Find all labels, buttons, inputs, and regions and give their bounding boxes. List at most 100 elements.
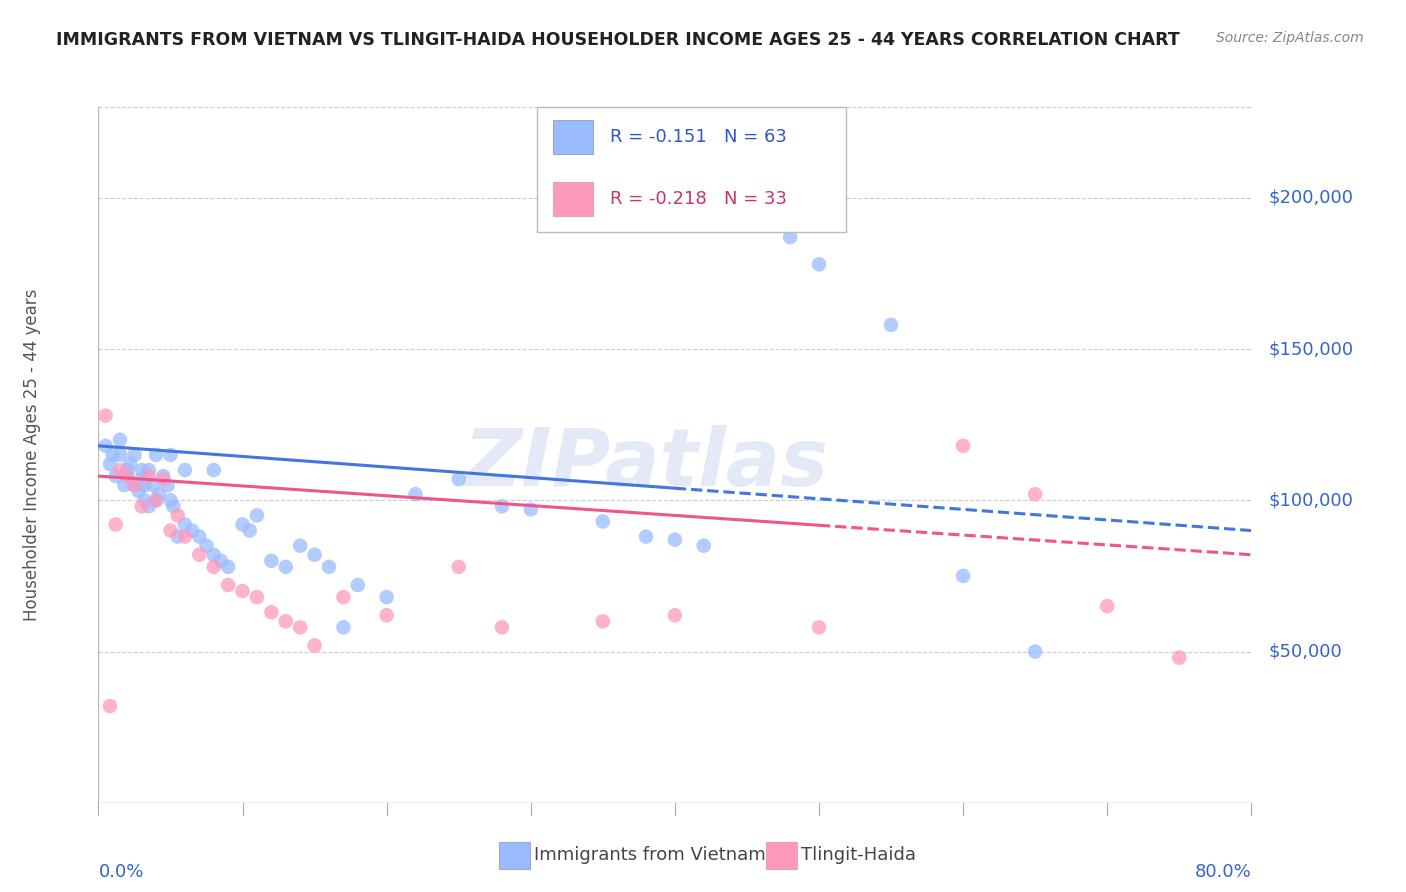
Point bbox=[120, 457, 142, 471]
Point bbox=[952, 439, 974, 453]
Point bbox=[290, 539, 312, 553]
Point bbox=[134, 493, 156, 508]
Point bbox=[152, 472, 174, 486]
Point bbox=[142, 478, 165, 492]
Point bbox=[202, 559, 225, 574]
Point bbox=[375, 590, 398, 604]
Point bbox=[94, 409, 117, 423]
Point bbox=[108, 433, 131, 447]
Point bbox=[447, 559, 470, 574]
Point bbox=[1097, 599, 1119, 614]
Point bbox=[98, 457, 121, 471]
Point bbox=[94, 439, 117, 453]
Point bbox=[104, 469, 127, 483]
Point bbox=[138, 500, 160, 514]
Point bbox=[779, 230, 801, 244]
Point bbox=[592, 515, 614, 529]
Point bbox=[117, 469, 138, 483]
Point bbox=[290, 620, 312, 634]
Point bbox=[952, 569, 974, 583]
Point bbox=[174, 530, 197, 544]
Point bbox=[491, 500, 513, 514]
Point bbox=[880, 318, 903, 332]
Point bbox=[209, 554, 232, 568]
Point bbox=[592, 615, 614, 629]
Point bbox=[1024, 644, 1046, 658]
Point bbox=[260, 554, 283, 568]
Point bbox=[112, 478, 135, 492]
Point bbox=[159, 493, 181, 508]
Point bbox=[108, 463, 131, 477]
Point bbox=[520, 502, 543, 516]
Text: 0.0%: 0.0% bbox=[98, 863, 143, 881]
Point bbox=[491, 620, 513, 634]
Point bbox=[174, 463, 197, 477]
Text: $200,000: $200,000 bbox=[1268, 189, 1353, 207]
Point bbox=[405, 487, 427, 501]
Text: Source: ZipAtlas.com: Source: ZipAtlas.com bbox=[1216, 31, 1364, 45]
Text: 80.0%: 80.0% bbox=[1195, 863, 1251, 881]
Point bbox=[145, 493, 167, 508]
Point bbox=[131, 463, 153, 477]
Point bbox=[693, 539, 716, 553]
Point bbox=[260, 605, 283, 619]
Point bbox=[332, 620, 354, 634]
Point bbox=[231, 517, 254, 532]
Point bbox=[1168, 650, 1191, 665]
Point bbox=[104, 517, 127, 532]
Point bbox=[159, 448, 181, 462]
Point bbox=[246, 508, 269, 523]
Point bbox=[188, 548, 211, 562]
Point bbox=[807, 257, 830, 271]
Point bbox=[195, 539, 218, 553]
Point bbox=[447, 472, 470, 486]
Point bbox=[274, 559, 297, 574]
Point bbox=[217, 578, 239, 592]
Point bbox=[188, 530, 211, 544]
Point bbox=[246, 590, 269, 604]
Point bbox=[152, 469, 174, 483]
Text: $50,000: $50,000 bbox=[1268, 642, 1341, 661]
Text: IMMIGRANTS FROM VIETNAM VS TLINGIT-HAIDA HOUSEHOLDER INCOME AGES 25 - 44 YEARS C: IMMIGRANTS FROM VIETNAM VS TLINGIT-HAIDA… bbox=[56, 31, 1180, 49]
Point bbox=[124, 478, 146, 492]
Text: Householder Income Ages 25 - 44 years: Householder Income Ages 25 - 44 years bbox=[22, 289, 41, 621]
Point bbox=[159, 524, 181, 538]
Point bbox=[231, 584, 254, 599]
Point bbox=[375, 608, 398, 623]
Point bbox=[148, 487, 170, 501]
Point bbox=[174, 517, 197, 532]
Text: R = -0.218   N = 33: R = -0.218 N = 33 bbox=[610, 190, 786, 208]
Point bbox=[124, 478, 146, 492]
Text: Tlingit-Haida: Tlingit-Haida bbox=[801, 847, 917, 864]
Point bbox=[98, 698, 121, 713]
Point bbox=[134, 478, 156, 492]
Text: Immigrants from Vietnam: Immigrants from Vietnam bbox=[534, 847, 766, 864]
Point bbox=[636, 530, 658, 544]
Point bbox=[304, 548, 326, 562]
Point bbox=[318, 559, 340, 574]
Point bbox=[101, 448, 124, 462]
Text: $150,000: $150,000 bbox=[1268, 340, 1354, 358]
Point bbox=[239, 524, 262, 538]
Text: ZIPatlas: ZIPatlas bbox=[464, 425, 828, 503]
Point bbox=[664, 533, 686, 547]
Point bbox=[346, 578, 368, 592]
Point bbox=[117, 463, 138, 477]
Point bbox=[162, 500, 184, 514]
Text: $100,000: $100,000 bbox=[1268, 491, 1353, 509]
Point bbox=[138, 469, 160, 483]
Point bbox=[138, 463, 160, 477]
Point bbox=[217, 559, 239, 574]
Point bbox=[156, 478, 179, 492]
Point bbox=[304, 639, 326, 653]
Point bbox=[274, 615, 297, 629]
Text: R = -0.151   N = 63: R = -0.151 N = 63 bbox=[610, 128, 786, 145]
Point bbox=[124, 448, 146, 462]
Point bbox=[117, 469, 138, 483]
Point bbox=[131, 472, 153, 486]
Point bbox=[145, 448, 167, 462]
Point bbox=[166, 508, 188, 523]
Point bbox=[131, 500, 153, 514]
Point bbox=[332, 590, 354, 604]
Point bbox=[145, 493, 167, 508]
